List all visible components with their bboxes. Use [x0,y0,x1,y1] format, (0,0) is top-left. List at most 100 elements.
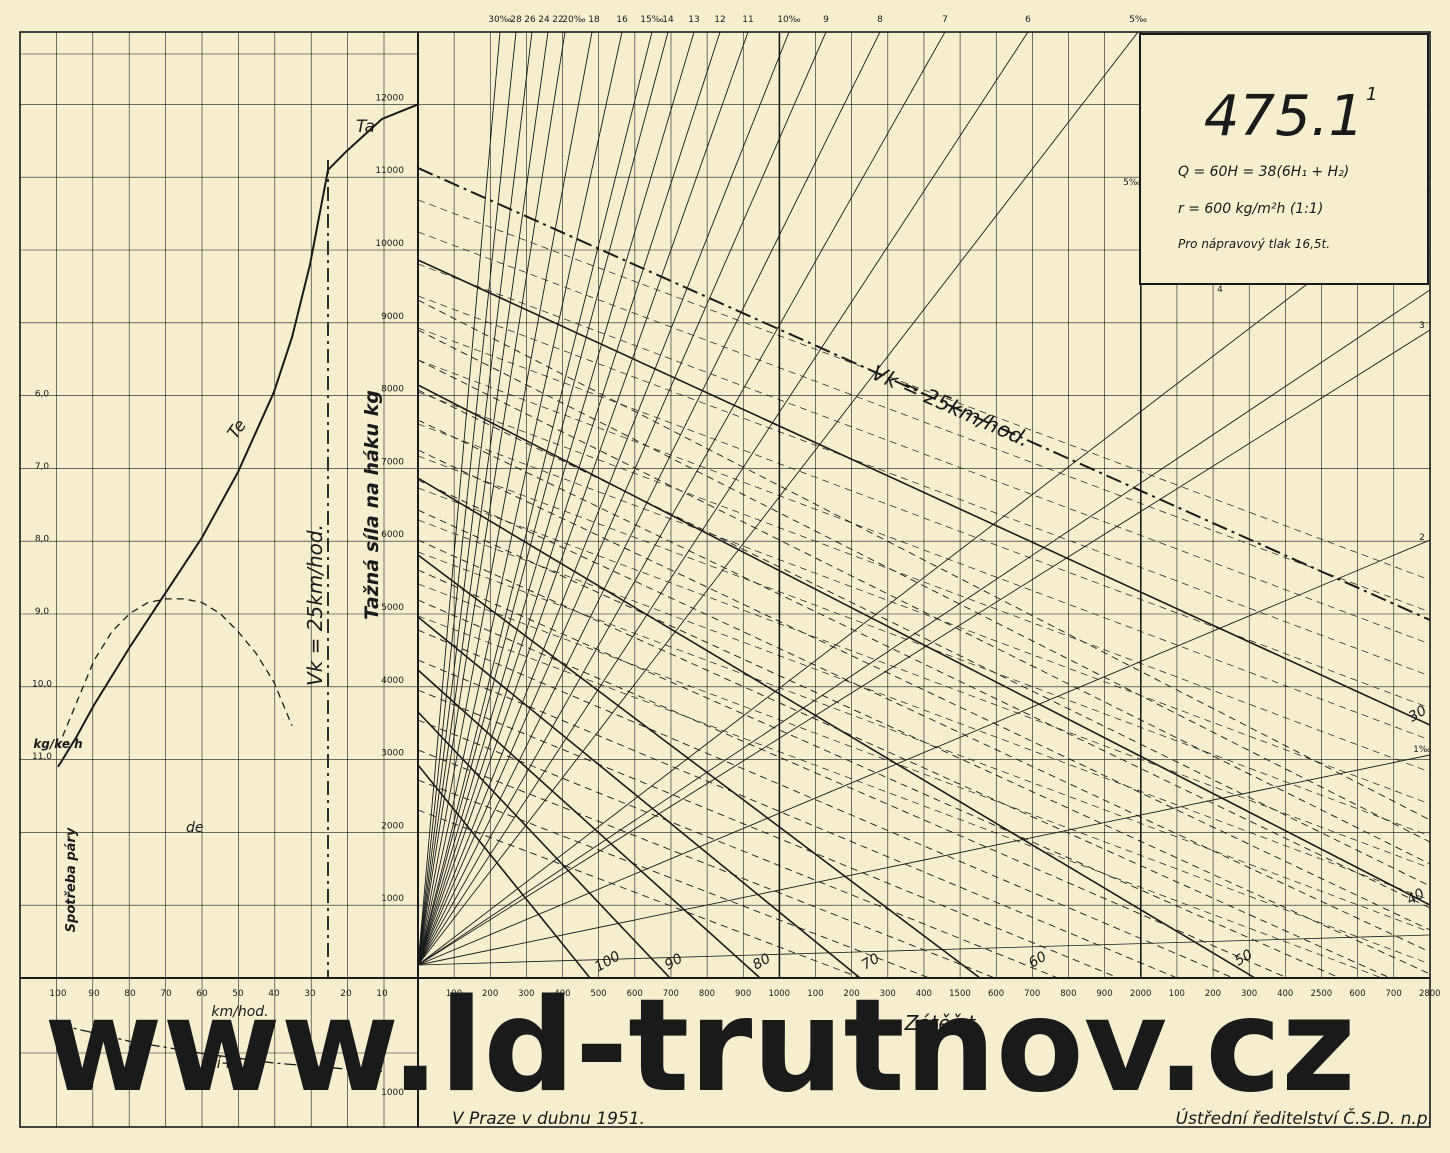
y-tick-label: 3000 [381,749,404,759]
load-tick-label: 2800 [1419,989,1441,999]
load-tick-label: 300 [880,989,896,999]
label-de: de [186,820,204,836]
x-tick-label: 50 [232,989,244,999]
gradient-label-side: 5‰ [1123,178,1141,188]
y2-tick-label: 7,0 [35,462,50,472]
load-tick-label: 700 [1024,989,1040,999]
speed-line-dashed [418,423,1430,805]
speed-line-dashed [418,295,1430,677]
footer-right: Ústřední ředitelství Č.S.D. n.p. [1176,1107,1433,1129]
speed-line-dashed [418,449,1430,931]
gradient-label: 26 [524,15,536,25]
load-tick-label: 500 [590,989,606,999]
load-tick-label: 300 [518,989,534,999]
x-tick-label: 100 [49,989,66,999]
title-line-3: Pro nápravový tlak 16,5t. [1178,237,1330,251]
speed-line-dashed [418,659,1179,978]
load-axis-label: Zátěž t [904,1011,977,1035]
speed-line-dashed [418,749,997,978]
load-tick-label: 300 [1241,989,1257,999]
speed-label: 30 [1406,703,1430,726]
gradient-label: 30‰ [488,15,512,25]
load-tick-label: 600 [627,989,643,999]
y-tick-label: 12000 [375,93,404,103]
speed-line-dashed [418,479,1430,953]
gradient-label: 24 [538,15,550,25]
y2-tick-label: 6,0 [35,390,50,400]
x-tick-label: 70 [160,989,172,999]
y-tick-label: 4000 [381,676,404,686]
gradient-line [418,189,1430,966]
speed-label: 70 [859,951,883,974]
speed-line-dashed [418,329,1430,843]
title-number: 475.1 [1204,84,1364,149]
speed-line-dashed [418,231,1430,613]
watermark: www.ld-trutnov.cz [44,972,1356,1121]
speed-label: 50 [1232,947,1256,970]
y-tick-label: 2000 [381,821,404,831]
label-resistance: Oi+t [205,1054,241,1072]
x-tick-label: 90 [88,989,100,999]
speed-line [418,616,861,978]
gradient-line [418,32,1139,966]
gradient-label: 16 [616,15,628,25]
speed-line-dashed [418,199,1430,581]
gradient-line [418,329,1430,966]
load-tick-label: 1000 [768,989,790,999]
gradient-label: 10‰ [777,15,801,25]
gradient-label-side: 1‰ [1413,745,1431,755]
speed-label: 60 [1026,949,1050,972]
speed-line [418,554,981,978]
y-tick-label: 8000 [381,385,404,395]
y-tick-label: 10000 [375,239,404,249]
x-tick-label: 30 [304,989,316,999]
load-tick-label: 800 [1060,989,1076,999]
gradient-line [418,32,549,966]
gradient-label: 13 [688,15,699,25]
curve-ta [327,103,419,171]
x-tick-label: 10 [376,989,388,999]
x-axis-label: km/hod. [211,1004,268,1020]
y-tick-label: 9000 [381,312,404,322]
gradient-label: 12 [714,15,725,25]
gradient-line [418,32,653,966]
load-tick-label: 600 [988,989,1004,999]
gradient-label: 28 [510,15,522,25]
load-tick-label: 100 [1169,989,1185,999]
load-tick-label: 2000 [1130,989,1152,999]
speed-line-dashed [418,615,1384,978]
gradient-label-side: 4 [1217,285,1223,295]
load-tick-label: 400 [1277,989,1293,999]
speed-line-dashed [418,551,1430,933]
gradient-line [418,32,790,966]
gradient-label-side: 3 [1419,321,1425,331]
gradient-label: 22 [552,15,563,25]
title-box [1139,33,1429,285]
load-tick-label: 100 [446,989,462,999]
speed-line-dashed [418,779,931,978]
gradient-line [418,32,566,966]
gradient-line [418,32,695,966]
y-tick-label: 7000 [381,457,404,467]
gradient-label-side: 2 [1419,533,1425,543]
speed-line-dashed [418,391,1430,773]
load-tick-label: 400 [554,989,570,999]
load-tick-label: 900 [1096,989,1112,999]
gradient-line [418,32,533,966]
speed-line-dashed [418,583,1430,965]
x-tick-label: 60 [196,989,208,999]
speed-line-dashed [418,599,1289,978]
resistance-tick-label: 1000 [381,1088,404,1098]
gradient-label: 8 [877,15,883,25]
secondary-axis-label: Spotřeba páry [64,827,79,932]
speed-line-dashed [418,487,1430,869]
gradient-line [418,32,593,966]
speed-line-dashed [418,629,1235,978]
gradient-line [418,32,721,966]
speed-line [418,711,671,978]
gradient-label: 18 [588,15,600,25]
speed-line-dashed [418,359,1430,865]
y2-tick-label: 10,0 [32,680,52,690]
footer-left: V Praze v dubnu 1951. [452,1109,645,1129]
